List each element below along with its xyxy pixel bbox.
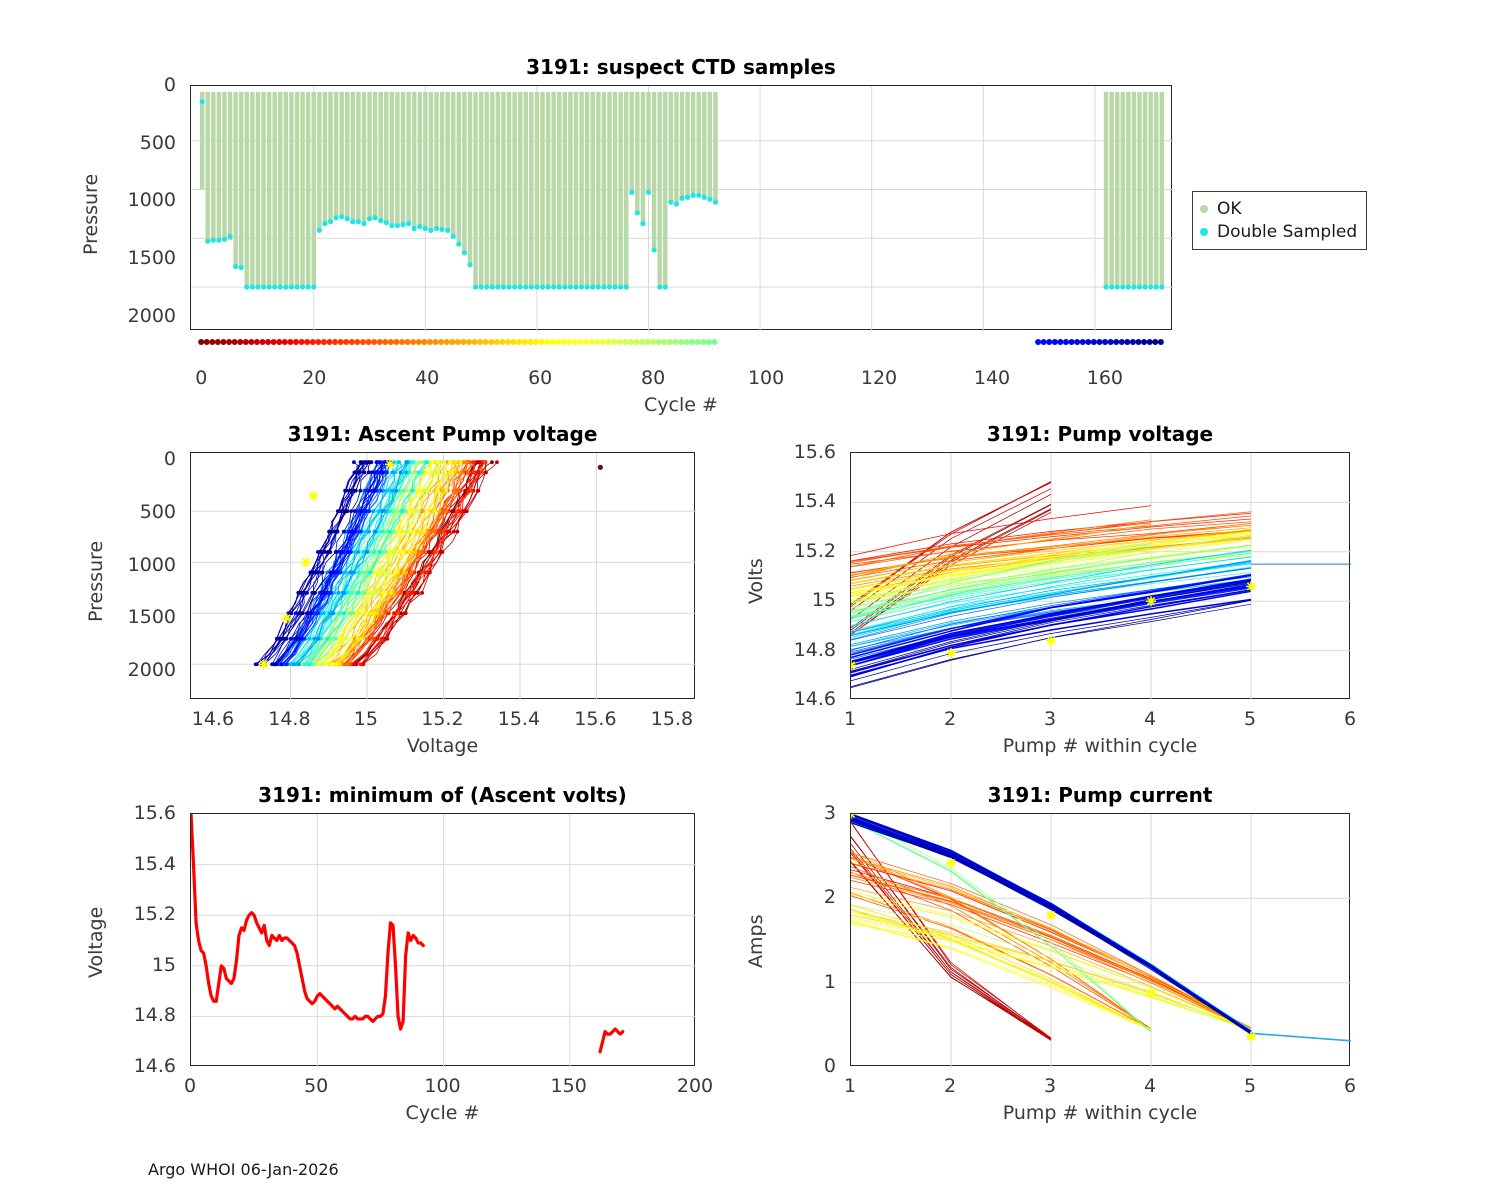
panel-pump-voltage-ylabel: Volts [745, 558, 767, 604]
xtick-60: 60 [528, 367, 553, 389]
panel-pump-voltage-title: 3191: Pump voltage [986, 422, 1214, 446]
xtick-80: 80 [641, 367, 666, 389]
minv-ytick-15: 15 [151, 953, 176, 976]
panel-pump-current-title: 3191: Pump current [987, 783, 1213, 807]
legend-label-double-sampled: Double Sampled [1217, 221, 1358, 242]
minv-xtick-100: 100 [424, 1075, 461, 1097]
cycle-colour-strip [198, 339, 1164, 345]
pumpv-ytick-14-8: 14.8 [793, 638, 836, 661]
pumpv-xtick-5: 5 [1243, 708, 1257, 730]
ascent-ytick-1500: 1500 [127, 606, 176, 629]
ytick-500: 500 [139, 131, 176, 154]
panel-min-ascent-volts-title: 3191: minimum of (Ascent volts) [258, 783, 627, 807]
panel-suspect-ctd-axes [190, 85, 1173, 331]
panel-suspect-ctd-title: 3191: suspect CTD samples [526, 55, 836, 79]
minv-ytick-15-4: 15.4 [133, 852, 176, 875]
ascent-ytick-0: 0 [163, 448, 176, 471]
pumpc-xtick-5: 5 [1243, 1075, 1257, 1097]
pump-voltage-plot [851, 453, 1351, 700]
panel-suspect-ctd-xlabel: Cycle # [644, 394, 718, 416]
minv-xtick-200: 200 [676, 1075, 714, 1097]
pumpv-xtick-6: 6 [1343, 708, 1357, 730]
pumpc-ytick-1: 1 [823, 970, 836, 993]
pumpc-xtick-2: 2 [943, 1075, 957, 1097]
ascent-xtick-15-2: 15.2 [421, 708, 464, 730]
ytick-1000: 1000 [127, 189, 176, 212]
xtick-40: 40 [415, 367, 440, 389]
pumpc-xtick-3: 3 [1043, 1075, 1057, 1097]
panel-min-ascent-volts-xlabel: Cycle # [405, 1102, 480, 1124]
panel-pump-current-axes [850, 813, 1351, 1067]
suspect-ctd-plot [191, 86, 1173, 331]
legend-label-ok: OK [1217, 198, 1242, 219]
min-ascent-volts-plot [191, 814, 696, 1067]
pumpv-ytick-15-4: 15.4 [793, 490, 836, 513]
ytick-0: 0 [163, 74, 176, 96]
ascent-xtick-14-6: 14.6 [191, 708, 235, 730]
ascent-ytick-2000: 2000 [127, 658, 176, 681]
ascent-xtick-14-8: 14.8 [268, 708, 311, 730]
ascent-ytick-1000: 1000 [127, 553, 176, 576]
pumpc-xtick-6: 6 [1343, 1075, 1357, 1097]
panel-min-ascent-volts-ylabel: Voltage [85, 906, 107, 978]
panel-ascent-pump-voltage-title: 3191: Ascent Pump voltage [287, 422, 598, 446]
panel-pump-voltage-axes [850, 452, 1351, 700]
legend-suspect-ctd: OK Double Sampled [1192, 191, 1368, 250]
xtick-160: 160 [1086, 367, 1124, 389]
minv-xtick-150: 150 [550, 1075, 587, 1097]
panel-min-ascent-volts: 3191: minimum of (Ascent volts) 15.6 15.… [85, 783, 713, 1124]
panel-pump-current: 3191: Pump current 3 2 1 0 Amps 1 2 3 4 … [745, 783, 1356, 1124]
minv-ytick-15-6: 15.6 [133, 802, 176, 824]
ascent-ytick-500: 500 [139, 501, 176, 523]
ascent-xtick-15-6: 15.6 [574, 708, 617, 730]
ascent-xtick-15-8: 15.8 [650, 708, 694, 730]
ok-marker-icon [1200, 204, 1208, 213]
xtick-100: 100 [747, 367, 785, 389]
panel-ascent-pump-voltage-ylabel: Pressure [85, 540, 107, 622]
panel-pump-voltage: 3191: Pump voltage 15.6 15.4 15.2 15 14.… [745, 422, 1356, 757]
ascent-xtick-15-4: 15.4 [497, 708, 541, 730]
panel-pump-current-xlabel: Pump # within cycle [1002, 1102, 1198, 1124]
pumpc-xtick-1: 1 [843, 1075, 857, 1097]
minv-ytick-14-8: 14.8 [133, 1004, 176, 1027]
minv-ytick-14-6: 14.6 [133, 1055, 176, 1077]
pumpv-xtick-2: 2 [943, 708, 957, 730]
double-sampled-marker-icon [1200, 227, 1208, 236]
minv-ytick-15-2: 15.2 [133, 903, 176, 926]
pumpc-ytick-0: 0 [823, 1055, 836, 1077]
figure-footer: Argo WHOI 06-Jan-2026 [148, 1160, 339, 1179]
ytick-2000: 2000 [127, 304, 176, 327]
pumpv-ytick-15-6: 15.6 [793, 441, 836, 463]
pumpv-xtick-1: 1 [843, 708, 857, 730]
pumpv-ytick-14-6: 14.6 [793, 688, 836, 710]
pumpv-ytick-15-2: 15.2 [793, 539, 836, 562]
xtick-140: 140 [973, 367, 1011, 389]
pumpv-xtick-4: 4 [1143, 708, 1157, 730]
xtick-20: 20 [302, 367, 327, 389]
ascent-pump-voltage-plot [191, 453, 696, 700]
pumpc-ytick-3: 3 [823, 802, 836, 824]
pumpc-xtick-4: 4 [1143, 1075, 1157, 1097]
panel-suspect-ctd: 3191: suspect CTD samples 0 500 1000 150… [80, 55, 1173, 416]
legend-item-ok: OK [1200, 197, 1357, 220]
pumpc-ytick-2: 2 [823, 886, 836, 909]
minv-xtick-0: 0 [183, 1075, 197, 1097]
panel-min-ascent-volts-axes [190, 813, 696, 1067]
panel-ascent-pump-voltage: 3191: Ascent Pump voltage 0 500 1000 150… [85, 422, 696, 757]
pumpv-xtick-3: 3 [1043, 708, 1057, 730]
ascent-xtick-15: 15 [353, 708, 378, 730]
panel-pump-voltage-xlabel: Pump # within cycle [1002, 735, 1198, 757]
minv-xtick-50: 50 [304, 1075, 329, 1097]
pumpv-ytick-15: 15 [811, 589, 836, 612]
panel-ascent-pump-voltage-axes [190, 452, 696, 700]
pump-current-plot [851, 814, 1351, 1067]
xtick-120: 120 [860, 367, 898, 389]
panel-ascent-pump-voltage-xlabel: Voltage [406, 735, 479, 757]
panel-pump-current-ylabel: Amps [745, 914, 767, 968]
legend-item-double-sampled: Double Sampled [1200, 220, 1357, 243]
xtick-0: 0 [195, 367, 208, 389]
ytick-1500: 1500 [127, 247, 176, 269]
panel-suspect-ctd-ylabel: Pressure [80, 173, 102, 255]
